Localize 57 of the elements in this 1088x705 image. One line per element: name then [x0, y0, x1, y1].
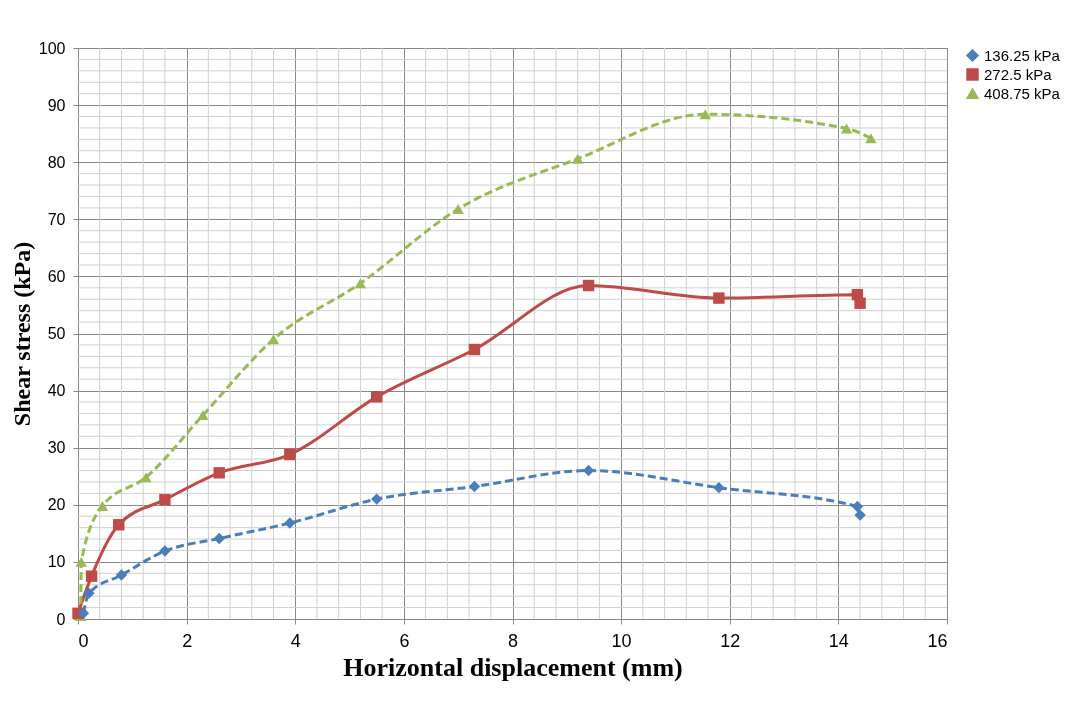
y-tick-label: 30 — [47, 439, 66, 457]
x-tick-label: 2 — [182, 630, 193, 651]
point — [96, 501, 109, 511]
y-axis-title: Shear stress (kPa) — [8, 241, 35, 427]
y-tick-label: 50 — [47, 325, 66, 342]
legend-label: 272.5 kPa — [984, 65, 1053, 83]
y-tick-label: 60 — [47, 267, 66, 285]
point — [77, 607, 90, 619]
x-tick-label: 0 — [78, 630, 89, 651]
point — [571, 153, 584, 164]
point — [354, 278, 367, 289]
point — [113, 519, 125, 531]
point — [713, 292, 725, 304]
x-tick-label: 12 — [720, 630, 741, 651]
point — [371, 493, 383, 505]
legend-label: 408.75 kPa — [984, 84, 1061, 102]
point — [851, 500, 864, 513]
x-tick-label: 8 — [507, 630, 519, 651]
point — [284, 517, 296, 529]
y-tick-label: 70 — [47, 210, 66, 228]
y-tick-label: 10 — [47, 553, 66, 571]
point — [85, 570, 98, 582]
point — [468, 343, 481, 356]
point — [159, 493, 171, 506]
point — [140, 472, 152, 483]
x-tick-label: 6 — [399, 630, 410, 651]
point — [197, 410, 209, 421]
point — [115, 569, 128, 581]
x-tick-label: 16 — [927, 630, 948, 651]
y-tick-label: 90 — [47, 96, 66, 114]
point — [213, 532, 225, 545]
point — [468, 480, 481, 493]
x-tick-label: 10 — [611, 630, 632, 651]
point — [159, 545, 171, 557]
y-tick-label: 100 — [38, 39, 66, 57]
point — [713, 481, 725, 494]
point — [452, 204, 464, 214]
point — [854, 509, 866, 521]
x-tick-label: 14 — [828, 630, 849, 651]
point — [83, 587, 95, 600]
y-tick-label: 20 — [47, 496, 66, 514]
point — [582, 279, 595, 292]
y-tick-label: 40 — [47, 382, 66, 400]
x-tick-label: 4 — [290, 630, 301, 651]
point — [284, 448, 296, 461]
legend-label: 136.25 kPa — [984, 46, 1061, 64]
point — [854, 297, 866, 309]
point — [213, 467, 225, 479]
point — [699, 109, 712, 120]
point — [267, 334, 280, 345]
x-axis-title: Horizontal displacement (mm) — [343, 652, 683, 682]
point — [75, 556, 87, 567]
point — [865, 133, 877, 144]
point — [371, 391, 383, 403]
y-tick-label: 80 — [47, 153, 66, 171]
y-tick-label: 0 — [56, 610, 66, 628]
point — [840, 123, 853, 134]
